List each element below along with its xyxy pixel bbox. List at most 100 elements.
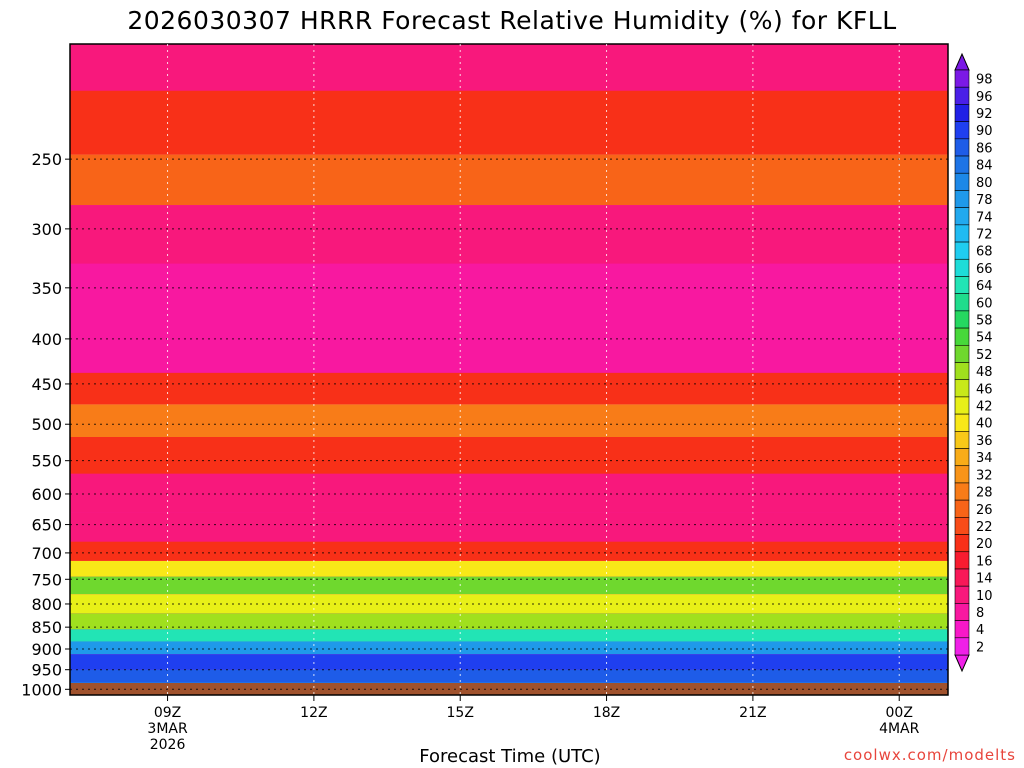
colorbar-swatch — [954, 499, 970, 518]
x-tick-label: 12Z — [300, 705, 327, 721]
rh-band — [70, 372, 948, 405]
x-tick-label: 21Z — [739, 705, 766, 721]
colorbar-label: 54 — [976, 331, 993, 346]
rh-band — [70, 473, 948, 513]
x-tick-label: 2026 — [150, 737, 186, 753]
rh-band — [70, 44, 948, 91]
colorbar-label: 42 — [976, 400, 993, 415]
colorbar-swatch — [954, 190, 970, 208]
colorbar-swatch — [954, 69, 970, 88]
rh-band — [70, 654, 948, 670]
plot-area — [69, 43, 949, 696]
colorbar-swatch — [954, 327, 970, 346]
colorbar-label: 78 — [976, 193, 993, 208]
colorbar-swatch — [954, 568, 970, 587]
x-tick-label: 15Z — [447, 705, 474, 721]
rh-band — [70, 437, 948, 474]
colorbar-swatch — [954, 207, 970, 226]
colorbar-label: 52 — [976, 348, 993, 363]
colorbar-label: 4 — [976, 623, 984, 638]
colorbar-swatch — [954, 155, 970, 174]
rh-band — [70, 90, 948, 155]
rh-band — [70, 205, 948, 264]
colorbar-label: 92 — [976, 107, 993, 122]
x-tick-label: 00Z — [886, 705, 913, 721]
colorbar-label: 36 — [976, 434, 993, 449]
colorbar-swatch — [954, 104, 970, 122]
y-tick-label: 750 — [31, 570, 62, 589]
plot-frame — [69, 43, 949, 696]
y-tick-label: 250 — [31, 150, 62, 169]
colorbar-swatch — [954, 637, 970, 656]
colorbar-swatch — [954, 172, 970, 191]
colorbar-swatch — [954, 413, 970, 432]
colorbar-swatch — [954, 379, 970, 398]
y-tick-label: 450 — [31, 375, 62, 394]
y-tick-label: 1000 — [21, 680, 62, 699]
colorbar-label: 58 — [976, 313, 993, 328]
colorbar-bottom-arrow — [954, 654, 970, 673]
colorbar-swatch — [954, 585, 970, 604]
colorbar-swatch — [954, 241, 970, 260]
chart-title: 2026030307 HRRR Forecast Relative Humidi… — [127, 6, 897, 35]
colorbar-swatch — [954, 551, 970, 570]
colorbar-swatch — [954, 465, 970, 484]
colorbar-swatch — [954, 344, 970, 363]
colorbar-label: 32 — [976, 468, 993, 483]
colorbar-legend: 9896929086848078747268666460585452484642… — [954, 52, 993, 673]
rh-band — [70, 263, 948, 329]
colorbar-label: 90 — [976, 124, 993, 139]
colorbar-swatch — [954, 620, 970, 639]
colorbar-swatch — [954, 534, 970, 553]
colorbar-label: 98 — [976, 73, 993, 88]
y-tick-label: 950 — [31, 661, 62, 680]
colorbar-label: 66 — [976, 262, 993, 277]
y-tick-label: 900 — [31, 640, 62, 659]
rh-band — [70, 641, 948, 655]
colorbar-label: 64 — [976, 279, 993, 294]
grid-lines — [70, 44, 948, 695]
colorbar-label: 86 — [976, 141, 993, 156]
colorbar-swatch — [954, 482, 970, 501]
colorbar-label: 60 — [976, 296, 993, 311]
colorbar-label: 46 — [976, 382, 993, 397]
colorbar-label: 22 — [976, 520, 993, 535]
colorbar-swatch — [954, 258, 970, 277]
colorbar-label: 74 — [976, 210, 993, 225]
x-tick-label: 3MAR — [147, 721, 188, 737]
rh-band — [70, 541, 948, 561]
rh-band — [70, 629, 948, 642]
x-tick-label: 09Z — [154, 705, 181, 721]
y-tick-label: 400 — [31, 330, 62, 349]
colorbar-swatch — [954, 138, 970, 157]
colorbar-label: 14 — [976, 572, 993, 587]
y-tick-label: 500 — [31, 415, 62, 434]
colorbar-swatch — [954, 293, 970, 312]
colorbar-swatch — [954, 86, 970, 105]
colorbar-swatch — [954, 448, 970, 467]
colorbar-label: 48 — [976, 365, 993, 380]
y-tick-label: 700 — [31, 544, 62, 563]
colorbar-swatch — [954, 396, 970, 415]
colorbar-label: 34 — [976, 451, 993, 466]
y-axis-pressure: 250 300 350 400 450 500 550 600 650 700 750 800 850 9… — [21, 150, 70, 699]
colorbar-swatch — [954, 276, 970, 294]
x-tick-label: 18Z — [593, 705, 620, 721]
colorbar-swatch — [954, 121, 970, 140]
colorbar-label: 16 — [976, 554, 993, 569]
colorbar-swatch — [954, 362, 970, 381]
colorbar-label: 26 — [976, 503, 993, 518]
y-tick-label: 650 — [31, 516, 62, 535]
colorbar-label: 72 — [976, 227, 993, 242]
x-tick-label: 4MAR — [879, 721, 920, 737]
colorbar-swatch — [954, 310, 970, 329]
rh-band — [70, 560, 948, 577]
colorbar-label: 28 — [976, 486, 993, 501]
rh-band — [70, 328, 948, 373]
colorbar-swatch — [954, 517, 970, 535]
rh-band — [70, 613, 948, 630]
colorbar-swatch — [954, 603, 970, 621]
colorbar-label: 40 — [976, 417, 993, 432]
